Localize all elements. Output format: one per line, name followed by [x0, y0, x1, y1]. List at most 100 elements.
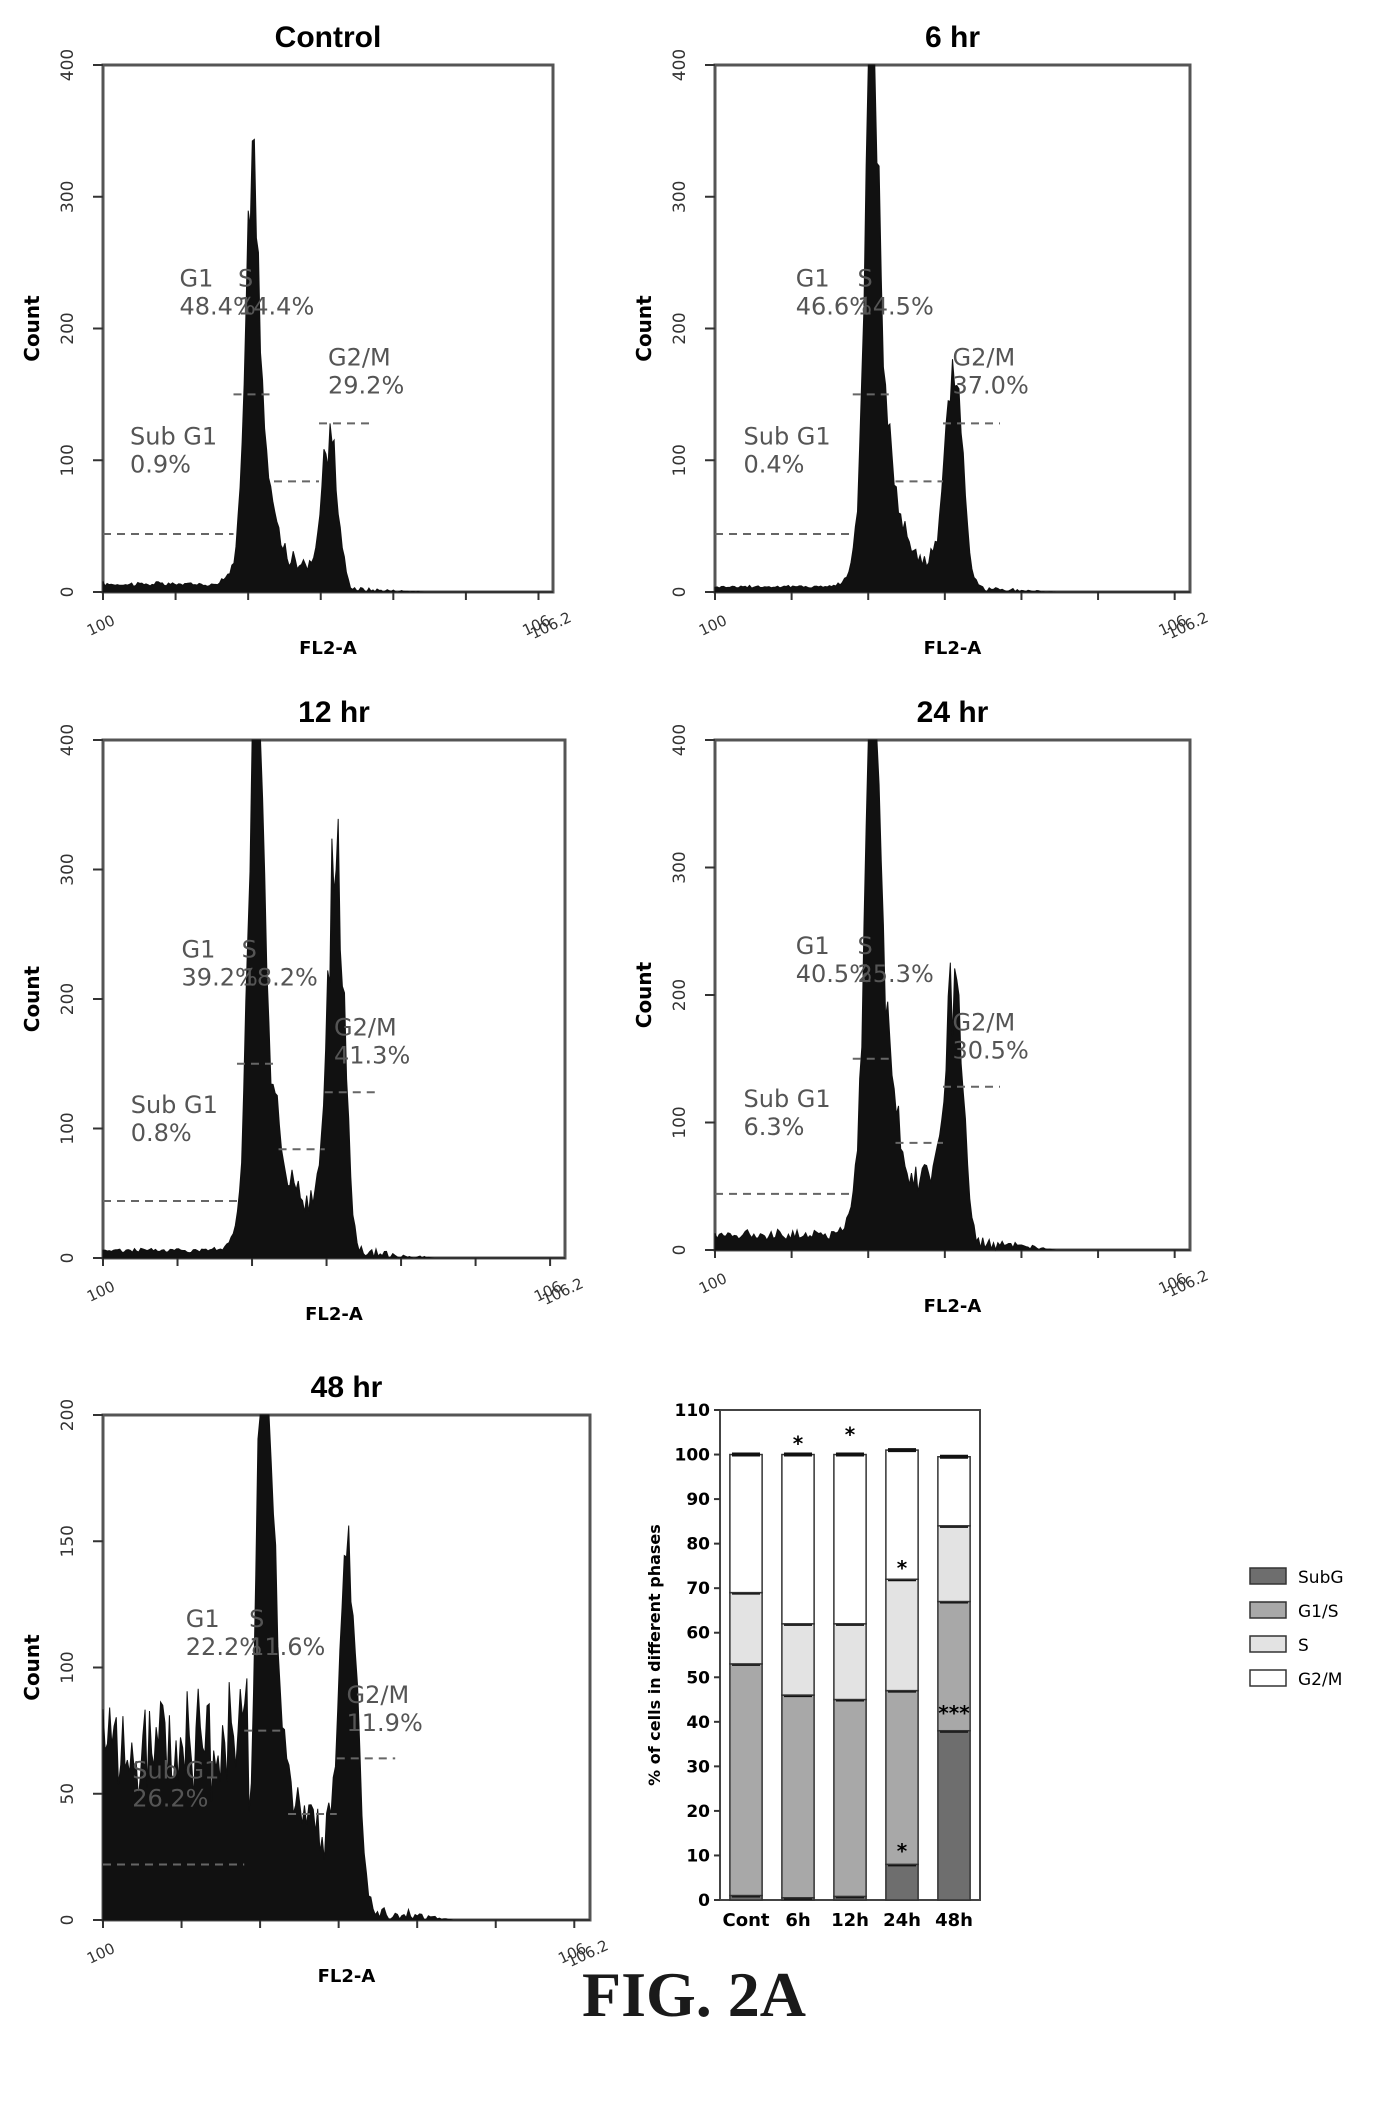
x-tick-label: 106.2: [540, 1274, 587, 1308]
legend-swatch: [1249, 1567, 1287, 1585]
phase-name-label: S: [858, 264, 873, 292]
bar-segment-subg: [885, 1863, 919, 1901]
phase-percent-label: 14.4%: [238, 292, 314, 320]
bar-segment-s: [937, 1525, 971, 1603]
y-axis-label: Count: [632, 961, 656, 1028]
phase-percent-label: 0.4%: [744, 450, 805, 478]
bar-segment-g1s: [833, 1698, 867, 1898]
panel-title: 12 hr: [298, 696, 370, 729]
legend-swatch: [1249, 1635, 1287, 1653]
y-axis-label: Count: [20, 965, 44, 1032]
y-tick-label: 10: [686, 1846, 710, 1866]
phase-percent-label: 37.0%: [953, 371, 1029, 399]
phase-name-label: G1: [180, 264, 214, 292]
phase-percent-label: 30.5%: [953, 1037, 1029, 1065]
phase-name-label: Sub G1: [131, 1091, 218, 1119]
y-tick-label: 400: [670, 49, 690, 81]
y-tick-label: 400: [670, 724, 690, 756]
significance-mark: *: [793, 1431, 804, 1455]
y-tick-label: 80: [686, 1535, 710, 1555]
x-axis-label: FL2-A: [318, 1966, 376, 1987]
y-tick-label: 300: [58, 853, 78, 885]
x-tick-label: 100: [84, 1277, 118, 1305]
phase-percent-label: 0.9%: [130, 450, 191, 478]
y-tick-label: 0: [670, 1245, 690, 1256]
y-tick-label: 100: [670, 1106, 690, 1138]
x-tick-label: 12h: [831, 1910, 869, 1931]
y-axis-label: Count: [20, 295, 44, 362]
phase-name-label: Sub G1: [744, 1085, 831, 1113]
y-axis-label: % of cells in different phases: [645, 1524, 664, 1786]
phase-name-label: G2/M: [953, 343, 1016, 371]
legend-label: SubG: [1298, 1568, 1344, 1588]
bar-segment-g2m: [937, 1456, 971, 1527]
legend-label: G1/S: [1298, 1602, 1339, 1622]
bar-segment-s: [885, 1578, 919, 1692]
phase-percent-label: 11.9%: [347, 1709, 423, 1737]
x-tick-label: 6h: [785, 1910, 810, 1931]
y-tick-label: 200: [58, 1399, 78, 1431]
phase-name-label: Sub G1: [130, 422, 217, 450]
phase-percent-label: 6.3%: [744, 1113, 805, 1141]
bar-segment-g1s: [885, 1689, 919, 1866]
x-tick-label: 24h: [883, 1910, 921, 1931]
phase-name-label: S: [858, 932, 873, 960]
y-tick-label: 300: [58, 181, 78, 213]
legend-swatch: [1249, 1601, 1287, 1619]
significance-mark: ***: [938, 1701, 970, 1725]
y-tick-label: 300: [670, 181, 690, 213]
histogram-area: [714, 64, 1190, 593]
x-tick-label: 106.2: [1165, 1266, 1212, 1300]
x-tick-label: 100: [696, 611, 730, 639]
y-tick-label: 50: [58, 1783, 78, 1805]
phase-name-label: S: [249, 1605, 264, 1633]
y-tick-label: 200: [670, 312, 690, 344]
phase-percent-label: 41.3%: [334, 1041, 410, 1069]
histogram-area: [102, 138, 553, 593]
x-tick-label: 48h: [935, 1910, 973, 1931]
phase-name-label: Sub G1: [132, 1757, 219, 1785]
significance-mark: *: [897, 1556, 908, 1580]
y-axis-label: Count: [632, 295, 656, 362]
phase-percent-label: 14.5%: [858, 292, 934, 320]
x-axis-label: FL2-A: [924, 1296, 982, 1317]
bar-segment-g2m: [885, 1449, 919, 1581]
y-tick-label: 40: [686, 1713, 710, 1733]
x-axis-label: FL2-A: [305, 1304, 363, 1325]
phase-name-label: Sub G1: [744, 422, 831, 450]
significance-mark: *: [897, 1839, 908, 1863]
legend-label: G2/M: [1298, 1670, 1342, 1690]
bar-segment-g2m: [729, 1453, 763, 1594]
phase-percent-label: 39.2%: [182, 964, 258, 992]
y-tick-label: 0: [58, 1253, 78, 1264]
phase-name-label: G1: [796, 264, 830, 292]
y-tick-label: 0: [698, 1891, 710, 1911]
phase-percent-label: 25.3%: [858, 960, 934, 988]
y-tick-label: 90: [686, 1490, 710, 1510]
phase-name-label: S: [238, 264, 253, 292]
phase-percent-label: 18.2%: [242, 964, 318, 992]
x-tick-label: 100: [84, 611, 118, 639]
y-tick-label: 100: [670, 444, 690, 476]
phase-percent-label: 11.6%: [249, 1633, 325, 1661]
bar-segment-s: [833, 1623, 867, 1701]
legend-swatch: [1249, 1669, 1287, 1687]
histogram-area: [714, 739, 1190, 1252]
y-tick-label: 30: [686, 1757, 710, 1777]
phase-name-label: G2/M: [953, 1009, 1016, 1037]
y-tick-label: 200: [58, 312, 78, 344]
phase-percent-label: 29.2%: [328, 371, 404, 399]
bar-segment-g1s: [937, 1600, 971, 1732]
phase-percent-label: 26.2%: [132, 1785, 208, 1813]
y-tick-label: 100: [58, 1112, 78, 1144]
figure-caption: FIG. 2A: [582, 1959, 806, 2030]
y-tick-label: 70: [686, 1579, 710, 1599]
y-tick-label: 400: [58, 49, 78, 81]
y-tick-label: 100: [58, 444, 78, 476]
phase-name-label: G1: [182, 936, 216, 964]
